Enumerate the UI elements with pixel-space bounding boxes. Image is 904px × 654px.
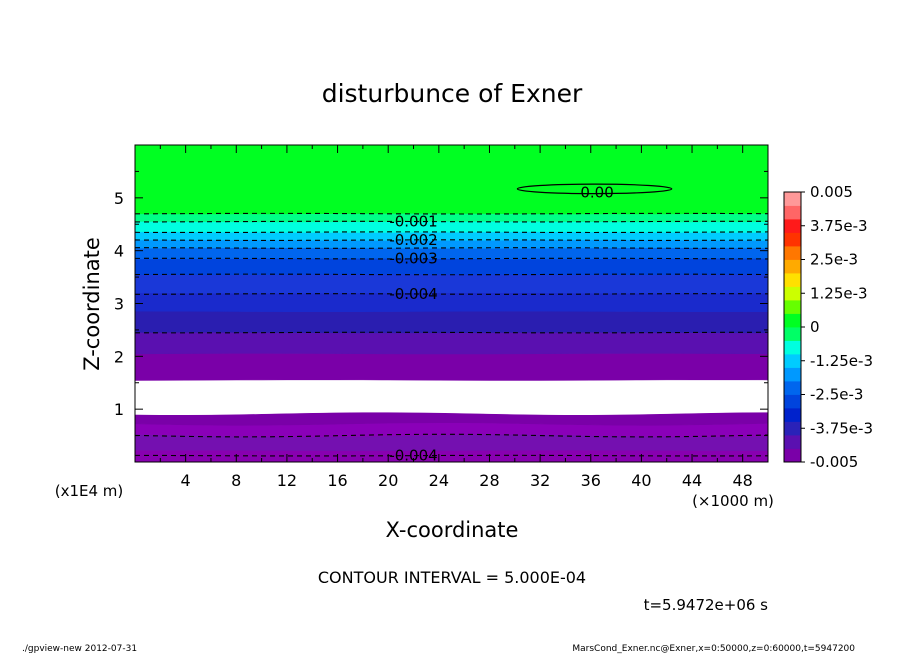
contour-band xyxy=(134,231,769,241)
contour-band xyxy=(134,247,769,260)
colorbar-swatch xyxy=(784,340,801,355)
colorbar-swatch xyxy=(784,448,801,463)
colorbar-swatch xyxy=(784,435,801,449)
colorbar-swatch xyxy=(784,327,801,341)
x-tick-label: 44 xyxy=(682,471,702,490)
colorbar-swatch xyxy=(784,286,801,301)
y-tick-label: 3 xyxy=(114,295,124,314)
colorbar-label: 1.25e-3 xyxy=(810,284,868,302)
contour-label: 0.00 xyxy=(580,184,613,202)
contour-bands xyxy=(134,144,769,463)
contour-band xyxy=(134,220,769,233)
colorbar-swatch xyxy=(784,354,801,368)
x-tick-label: 48 xyxy=(733,471,753,490)
contour-band xyxy=(134,292,769,313)
x-tick-label: 36 xyxy=(581,471,601,490)
contour-interval-text: CONTOUR INTERVAL = 5.000E-04 xyxy=(318,568,586,587)
colorbar-swatch xyxy=(784,421,801,436)
colorbar-swatch xyxy=(784,259,801,274)
dashed-contour-line xyxy=(134,433,769,438)
colorbar-swatch xyxy=(784,394,801,409)
chart-title: disturbunce of Exner xyxy=(322,79,583,108)
contour-band xyxy=(134,144,769,215)
contour-band xyxy=(134,257,769,276)
footer-left-note: ./gpview-new 2012-07-31 xyxy=(22,644,137,654)
colorbar-label: 3.75e-3 xyxy=(810,217,868,235)
colorbar-swatches xyxy=(784,192,801,463)
colorbar-swatch xyxy=(784,273,801,287)
zero-contour-line xyxy=(516,183,673,195)
contour-band xyxy=(134,239,769,249)
x-tick-label: 40 xyxy=(631,471,651,490)
x-tick-label: 16 xyxy=(327,471,347,490)
contour-label: -0.004 xyxy=(389,285,437,303)
dashed-contour-line xyxy=(134,247,769,249)
y-unit-note: (x1E4 m) xyxy=(55,482,124,500)
colorbar-label: -2.5e-3 xyxy=(810,386,863,404)
contour-band xyxy=(134,213,769,223)
contour-band xyxy=(134,353,769,381)
time-text: t=5.9472e+06 s xyxy=(644,596,769,614)
colorbar-labels: 0.005 3.75e-3 2.5e-3 1.25e-3 0 -1.25e-3 -2.5e-… xyxy=(801,183,873,471)
dashed-contour-line xyxy=(134,231,769,234)
colorbar-label: -0.005 xyxy=(810,453,858,471)
dashed-contour-line xyxy=(134,220,769,223)
colorbar-swatch xyxy=(784,408,801,422)
y-tick-label: 2 xyxy=(114,347,124,366)
y-axis-label: Z-coordinate xyxy=(80,237,104,371)
x-tick-label: 20 xyxy=(378,471,398,490)
x-tick-label: 32 xyxy=(530,471,550,490)
colorbar-swatch xyxy=(784,192,801,206)
footer-right-note: MarsCond_Exner.nc@Exner,x=0:50000,z=0:60… xyxy=(572,644,855,654)
contour-band xyxy=(134,310,769,334)
colorbar-swatch xyxy=(784,205,801,220)
x-tick-label: 12 xyxy=(277,471,297,490)
y-tick-label: 1 xyxy=(114,400,124,419)
y-tick-label: 4 xyxy=(114,242,124,261)
dashed-contour-line xyxy=(134,212,769,215)
contour-band xyxy=(134,331,769,355)
dashed-contour-line xyxy=(134,331,769,334)
contour-band xyxy=(134,379,769,416)
dashed-contour-line xyxy=(134,293,769,295)
colorbar-label: -1.25e-3 xyxy=(810,352,873,370)
contour-label: -0.001 xyxy=(389,213,437,231)
colorbar-swatch xyxy=(784,381,801,395)
contour-label: -0.003 xyxy=(389,250,437,268)
x-tick-label: 28 xyxy=(479,471,499,490)
x-tick-label: 8 xyxy=(231,471,241,490)
x-axis-label: X-coordinate xyxy=(386,518,519,542)
contour-labels: -0.001-0.002-0.003 -0.004 -0.004 0.00 xyxy=(389,184,613,465)
colorbar: 0.005 3.75e-3 2.5e-3 1.25e-3 0 -1.25e-3 -2.5e-… xyxy=(783,183,873,471)
dashed-contour-line xyxy=(134,273,769,276)
colorbar-swatch xyxy=(784,367,801,382)
colorbar-label: 2.5e-3 xyxy=(810,251,858,269)
colorbar-label: 0 xyxy=(810,318,820,336)
colorbar-swatch xyxy=(784,313,801,328)
y-tick-label: 5 xyxy=(114,189,124,208)
colorbar-swatch xyxy=(784,232,801,247)
contour-lines xyxy=(134,183,769,457)
colorbar-label: 0.005 xyxy=(810,183,853,201)
x-unit-note: (×1000 m) xyxy=(692,492,774,510)
colorbar-swatch xyxy=(784,300,801,314)
contour-label: -0.004 xyxy=(389,447,437,465)
x-tick-label: 4 xyxy=(181,471,191,490)
contour-band xyxy=(134,273,769,294)
dashed-contour-line xyxy=(134,257,769,260)
colorbar-swatch xyxy=(784,219,801,233)
dashed-contour-line xyxy=(134,454,769,457)
dashed-contour-line xyxy=(134,239,769,241)
contour-label: -0.002 xyxy=(389,231,437,249)
x-tick-label: 24 xyxy=(429,471,449,490)
colorbar-swatch xyxy=(784,246,801,260)
colorbar-label: -3.75e-3 xyxy=(810,419,873,437)
